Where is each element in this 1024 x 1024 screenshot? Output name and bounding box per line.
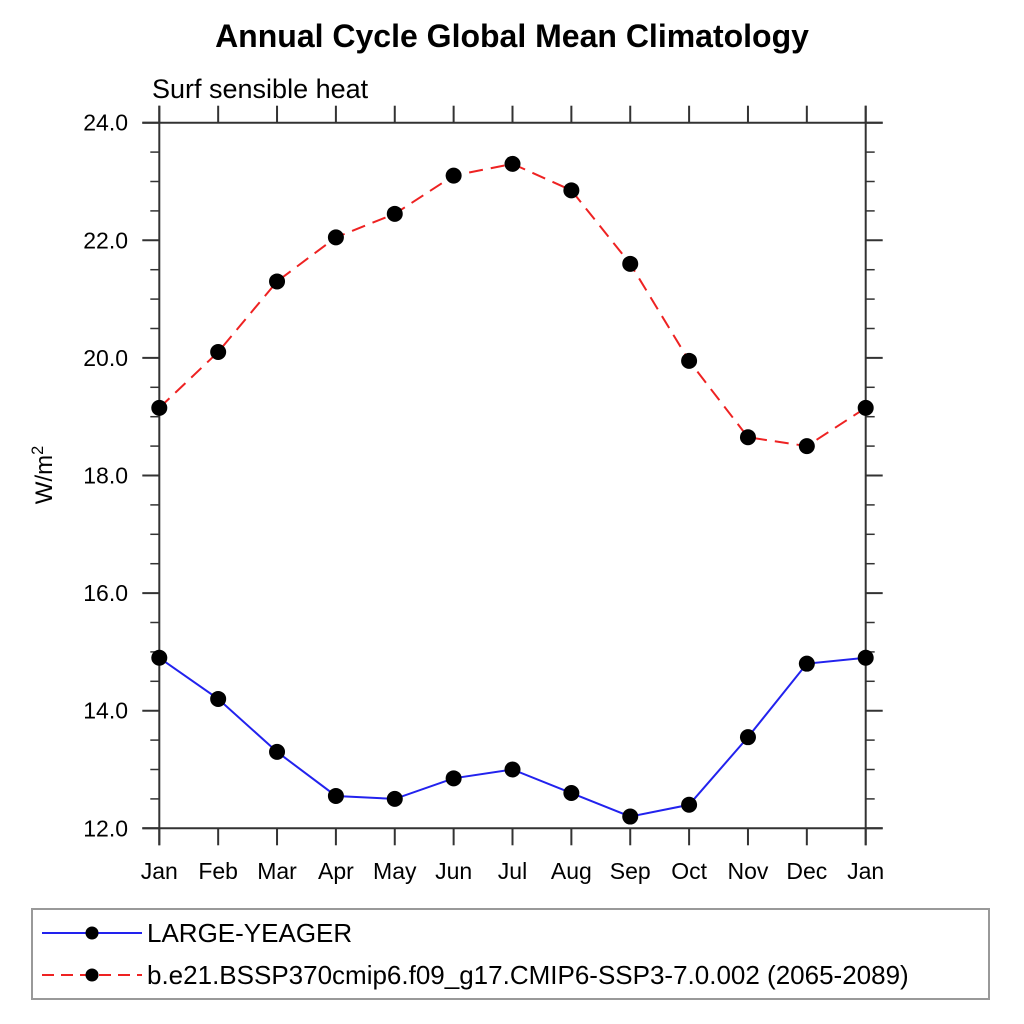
x-tick-label: Jun: [435, 858, 472, 884]
data-point-marker: [681, 352, 698, 369]
series-line-1: [158, 162, 867, 448]
data-point-marker: [563, 182, 580, 199]
x-tick-label: Feb: [198, 858, 238, 884]
data-point-marker: [857, 399, 874, 416]
y-tick-label: 12.0: [83, 815, 128, 841]
data-point-marker: [151, 399, 168, 416]
y-tick-label: 20.0: [83, 345, 128, 371]
data-point-marker: [798, 655, 815, 672]
x-tick-label: Oct: [671, 858, 707, 884]
x-tick-label: May: [373, 858, 417, 884]
data-point-marker: [504, 155, 521, 172]
legend-swatch-solid-line: [42, 926, 142, 940]
x-tick-label: Aug: [551, 858, 592, 884]
x-tick-label: Apr: [318, 858, 354, 884]
chart-title: Annual Cycle Global Mean Climatology: [215, 18, 809, 54]
data-point-marker: [857, 649, 874, 666]
y-tick-label: 18.0: [83, 463, 128, 489]
data-point-marker: [269, 273, 286, 290]
series-line-0: [158, 656, 866, 818]
data-point-marker: [386, 790, 403, 807]
data-point-marker: [739, 429, 756, 446]
data-point-marker: [445, 167, 462, 184]
x-tick-label: Mar: [257, 858, 297, 884]
y-tick-label: 14.0: [83, 698, 128, 724]
data-point-marker: [563, 785, 580, 802]
data-point-marker: [151, 649, 168, 666]
legend-item-large-yeager: LARGE-YEAGER: [33, 916, 988, 950]
y-tick-label: 24.0: [83, 110, 128, 136]
legend-label-large-yeager: LARGE-YEAGER: [147, 917, 353, 948]
data-point-marker: [445, 770, 462, 787]
legend: LARGE-YEAGER b.e21.BSSP370cmip6.f09_g17.…: [31, 908, 990, 1000]
data-point-marker: [681, 796, 698, 813]
data-point-marker: [739, 729, 756, 746]
x-tick-label: Jul: [498, 858, 527, 884]
legend-item-ssp370: b.e21.BSSP370cmip6.f09_g17.CMIP6-SSP3-7.…: [33, 958, 988, 992]
y-tick-label: 16.0: [83, 580, 128, 606]
data-point-marker: [327, 787, 344, 804]
chart-subtitle: Surf sensible heat: [152, 74, 369, 104]
x-tick-label: Jan: [847, 858, 884, 884]
data-point-marker: [210, 690, 227, 707]
x-tick-label: Sep: [610, 858, 651, 884]
legend-label-ssp370: b.e21.BSSP370cmip6.f09_g17.CMIP6-SSP3-7.…: [147, 959, 909, 990]
data-point-marker: [386, 205, 403, 222]
legend-swatch-dashed-line: [42, 968, 142, 982]
data-point-marker: [622, 808, 639, 825]
data-point-marker: [269, 743, 286, 760]
data-point-marker: [210, 344, 227, 361]
data-point-marker: [327, 229, 344, 246]
data-point-marker: [504, 761, 521, 778]
data-point-marker: [798, 438, 815, 455]
y-tick-label: 22.0: [83, 227, 128, 253]
data-point-marker: [622, 255, 639, 272]
x-tick-label: Nov: [728, 858, 769, 884]
x-tick-label: Dec: [786, 858, 827, 884]
x-tick-label: Jan: [141, 858, 178, 884]
